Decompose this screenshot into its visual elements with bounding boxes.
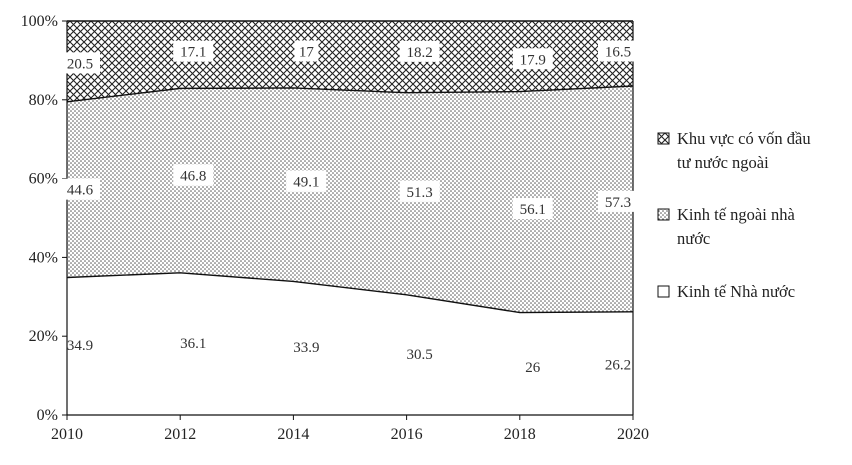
y-tick-label: 20% <box>29 328 58 345</box>
area-dots <box>67 86 633 313</box>
data-labels: 34.9 36.1 33.9 30.5 26 26.2 44.6 46.8 49.1 51.3 56… <box>60 40 638 376</box>
axes: 0% 20% 40% 60% 80% 100% 2010 2012 2014 2016 2018 20… <box>21 13 649 443</box>
data-label: 34.9 <box>67 338 93 354</box>
data-label: 17 <box>299 44 315 60</box>
y-tick-label: 80% <box>29 92 58 109</box>
data-label-box <box>173 164 214 186</box>
data-label: 18.2 <box>406 45 432 61</box>
legend-label: nước <box>677 229 710 248</box>
data-label: 16.5 <box>605 45 631 61</box>
data-label-box <box>294 40 319 62</box>
data-label: 51.3 <box>406 185 432 201</box>
data-label-box <box>173 40 214 62</box>
data-label: 17.1 <box>180 45 206 61</box>
data-label-box <box>512 198 553 220</box>
data-label-box <box>399 180 440 202</box>
legend-swatch <box>657 285 670 298</box>
data-label-box <box>598 190 638 212</box>
data-label: 17.9 <box>520 52 546 68</box>
x-tick-label: 2014 <box>277 426 309 443</box>
legend-label: Kinh tế ngoài nhà <box>677 205 795 224</box>
x-tick-label: 2016 <box>391 426 423 443</box>
data-label: 36.1 <box>180 336 206 352</box>
legend-label: tư nước ngoài <box>677 153 769 172</box>
legend-swatch <box>657 208 670 221</box>
data-label-box <box>512 48 553 70</box>
x-tick-label: 2020 <box>617 426 649 443</box>
x-tick-label: 2018 <box>504 426 536 443</box>
series-boundary-line <box>66 85 634 103</box>
data-label: 33.9 <box>293 340 319 356</box>
series-boundary-line <box>66 272 634 314</box>
y-tick-label: 40% <box>29 249 58 266</box>
data-label-box <box>60 52 100 74</box>
y-tick-label: 60% <box>29 171 58 188</box>
series-areas <box>66 20 634 415</box>
data-label: 30.5 <box>406 347 432 363</box>
data-label: 26.2 <box>605 357 631 373</box>
data-label: 46.8 <box>180 169 206 185</box>
data-label: 57.3 <box>605 195 631 211</box>
data-label: 44.6 <box>67 183 94 199</box>
data-label-box <box>60 178 100 200</box>
y-tick-label: 100% <box>21 13 58 30</box>
data-label-box <box>598 40 638 62</box>
data-label: 20.5 <box>67 56 93 72</box>
data-label-box <box>286 170 327 192</box>
y-tick-label: 0% <box>37 407 58 424</box>
legend-label: Khu vực có vốn đầu <box>677 129 811 148</box>
x-tick-label: 2012 <box>164 426 196 443</box>
data-label: 56.1 <box>520 202 546 218</box>
data-label: 49.1 <box>293 175 319 191</box>
data-label: 26 <box>525 360 541 376</box>
x-tick-label: 2010 <box>51 426 83 443</box>
legend: Khu vực có vốn đầu tư nước ngoài Kinh tế n… <box>657 129 811 301</box>
legend-swatch <box>657 132 670 145</box>
legend-label: Kinh tế Nhà nước <box>677 282 795 301</box>
data-label-box <box>399 40 440 62</box>
